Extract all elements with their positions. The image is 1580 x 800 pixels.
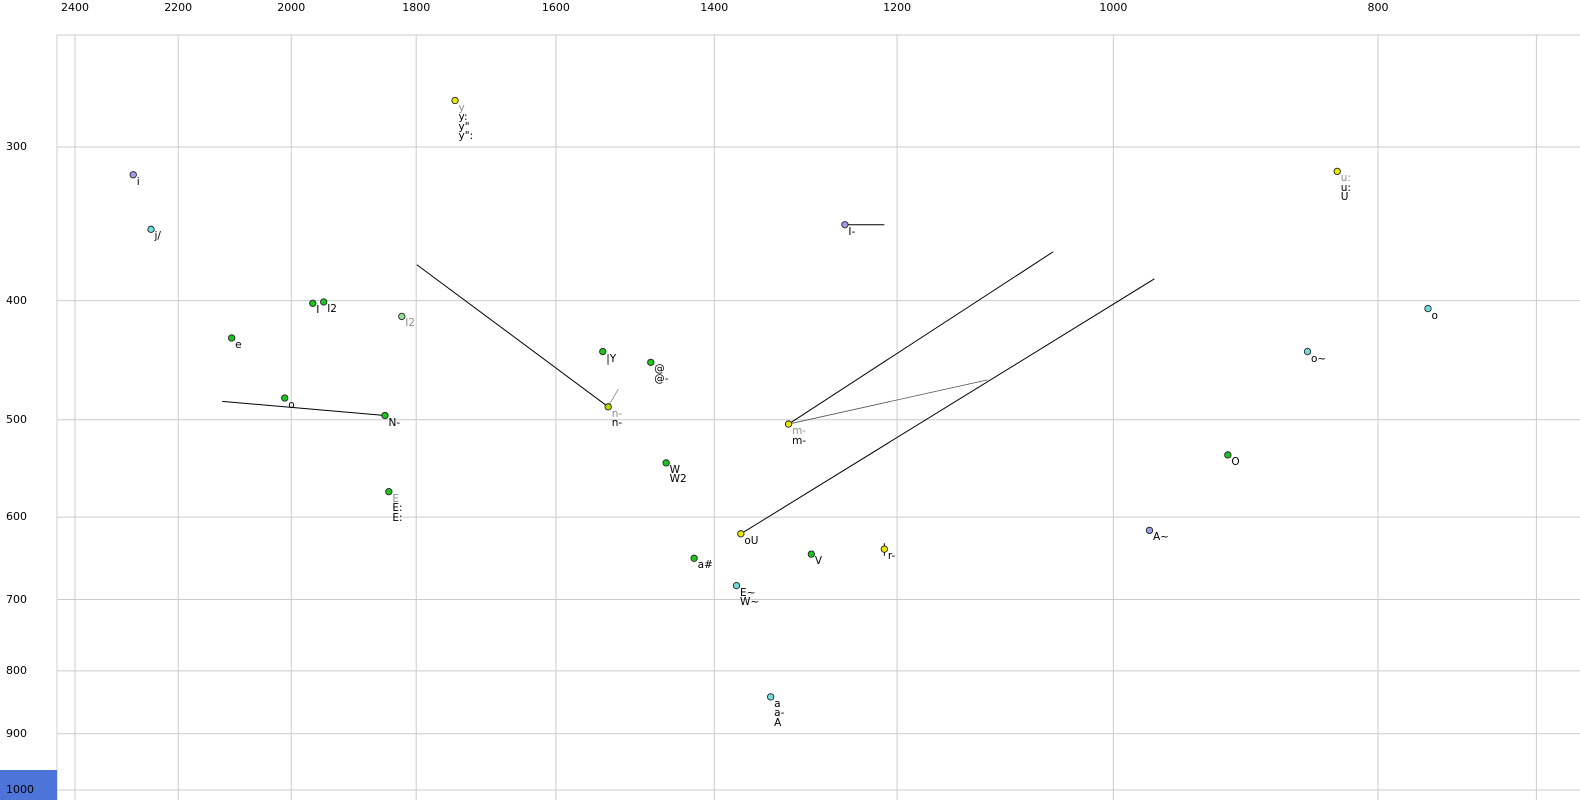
point-label-E-2: E: [392,511,403,524]
data-point-o-left[interactable] [281,394,289,402]
segment-5 [788,379,988,425]
point-label-j-slash-0: j/ [154,230,161,243]
data-point-e[interactable] [228,334,236,342]
data-point-y[interactable] [451,96,459,105]
point-label-u-1: u: [1340,181,1351,194]
y-tick-label-700: 700 [6,592,27,606]
x-tick-label-1000: 1000 [1099,1,1128,14]
segment-6 [740,278,1155,535]
data-point-a-hash[interactable] [690,554,698,562]
point-label-W-0: W [669,463,681,476]
y-tick-label-1000: 1000 [6,782,34,796]
data-point-schwa[interactable] [647,358,655,367]
data-point-j-slash[interactable] [147,225,155,233]
point-label-schwa-1: @- [654,372,669,385]
data-point-i[interactable] [129,171,137,179]
point-label-oU-0: oU [744,534,759,547]
data-point-W[interactable] [662,459,670,467]
x-tick-label-1800: 1800 [402,1,431,14]
y-tick-label-500: 500 [6,412,27,426]
y-tick-label-800: 800 [6,663,27,677]
point-label-u-0: u: [1340,172,1351,185]
y-tick-label-900: 900 [6,726,27,740]
point-label-a-1: a- [774,707,785,720]
point-label-y-0: y [458,101,465,114]
y-tick-label-400: 400 [6,293,27,307]
point-label-E-nasal-0: E~ [740,586,756,599]
segment-2 [222,400,386,417]
segment-4 [788,251,1054,425]
data-point-n-[interactable] [604,403,612,411]
data-point-o-nasal[interactable] [1303,347,1312,356]
point-label-a-2: A [774,716,782,729]
point-label-a-0: a [774,697,781,710]
data-point-N-[interactable] [381,411,389,420]
point-label-I2a-0: I2 [327,302,337,315]
data-point-E-nasal[interactable] [732,581,741,590]
point-label-o-right-0: o [1431,309,1438,322]
segment-0 [416,264,609,408]
point-label-n--1: n- [611,417,623,430]
data-point-lY[interactable] [599,347,607,356]
point-label-I2b-0: I2 [405,317,416,330]
point-label-m--1: m- [792,434,807,447]
point-label-E-nasal-1: W~ [740,596,760,609]
point-label-A-nasal-0: A~ [1152,531,1169,544]
data-point-u[interactable] [1333,167,1341,176]
point-label-O-0: O [1231,455,1240,468]
point-label-schwa-0: @ [654,363,665,376]
point-label-E-1: E: [392,502,403,515]
point-label-y-2: y" [458,120,470,133]
y-tick-label-600: 600 [6,510,27,524]
point-label-o-nasal-0: o~ [1311,352,1327,365]
point-label-lY-0: |Y [606,352,617,365]
point-label-y-1: y: [458,111,468,124]
data-point-oU[interactable] [737,530,745,538]
corner-marker[interactable] [0,770,57,800]
data-point-I[interactable] [309,299,317,307]
data-point-I-[interactable] [841,221,849,229]
data-point-O[interactable] [1224,451,1232,459]
data-point-I2a[interactable] [320,298,328,306]
y-tick-label-300: 300 [6,140,27,153]
x-tick-label-1600: 1600 [541,1,570,14]
point-label-N--0: N- [388,416,401,429]
x-tick-label-2200: 2200 [164,1,193,14]
point-label-I-0: I [316,304,320,317]
x-tick-label-1200: 1200 [883,1,912,14]
x-tick-label-2400: 2400 [61,1,89,14]
data-point-V[interactable] [807,550,815,558]
data-point-E[interactable] [385,488,393,496]
x-tick-label-2000: 2000 [277,1,306,14]
point-label-n--0: n- [611,407,623,420]
data-point-A-nasal[interactable] [1145,526,1154,535]
point-label-y-3: y": [458,130,474,143]
point-label-E-0: E [392,492,399,505]
data-point-m-[interactable] [784,420,793,428]
point-label-W-1: W2 [669,473,687,486]
point-label-a-hash-0: a# [697,559,713,572]
point-label-I--0: I- [848,225,856,238]
point-label-e-0: e [235,339,242,352]
x-tick-label-1400: 1400 [700,1,729,14]
point-label-o-left-0: o [288,399,295,411]
point-label-V-0: V [814,555,823,568]
x-tick-label-800: 800 [1367,1,1389,14]
point-label-m--0: m- [792,425,807,438]
point-label-r--0: r- [887,550,896,563]
data-point-r-[interactable] [880,545,888,553]
data-point-I2b[interactable] [398,312,406,321]
data-point-o-right[interactable] [1424,304,1432,313]
point-label-u-2: U [1340,191,1349,204]
point-label-i-0: i [136,175,140,188]
data-point-a[interactable] [767,693,775,701]
